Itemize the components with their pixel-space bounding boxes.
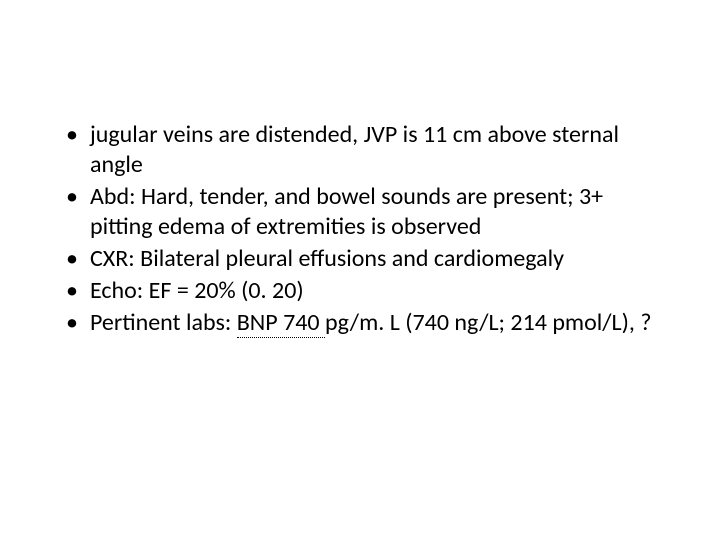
bullet-list: jugular veins are distended, JVP is 11 c…	[60, 120, 660, 338]
list-item: Echo: EF = 20% (0. 20)	[60, 276, 660, 306]
bullet-text: Abd: Hard, tender, and bowel sounds are …	[90, 182, 603, 241]
list-item: CXR: Bilateral pleural effusions and car…	[60, 244, 660, 274]
bullet-text-underlined: BNP 740	[237, 308, 325, 338]
slide: jugular veins are distended, JVP is 11 c…	[0, 0, 720, 540]
list-item: Abd: Hard, tender, and bowel sounds are …	[60, 182, 660, 242]
bullet-text-suffix: pg/m. L (740 ng/L; 214 pmol/L), ?	[325, 308, 651, 337]
bullet-text: CXR: Bilateral pleural effusions and car…	[90, 244, 564, 273]
list-item: Pertinent labs: BNP 740 pg/m. L (740 ng/…	[60, 308, 660, 338]
bullet-text: Echo: EF = 20% (0. 20)	[90, 276, 304, 305]
bullet-text: jugular veins are distended, JVP is 11 c…	[90, 120, 619, 179]
bullet-text-prefix: Pertinent labs:	[90, 308, 237, 337]
list-item: jugular veins are distended, JVP is 11 c…	[60, 120, 660, 180]
